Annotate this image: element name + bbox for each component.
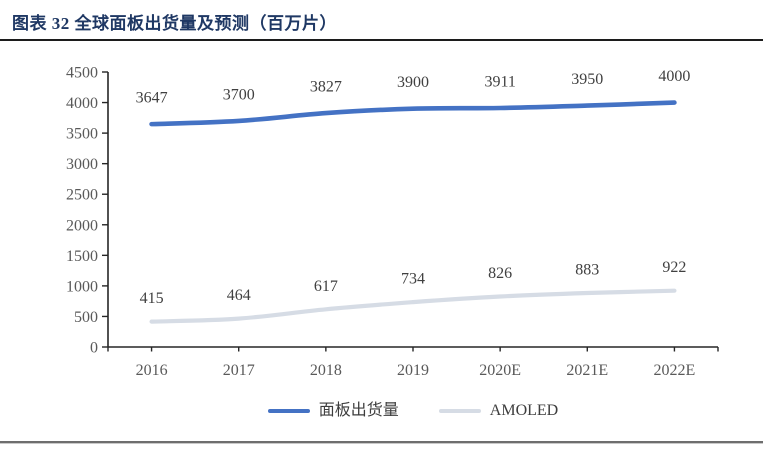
x-axis-tick-label: 2017 xyxy=(223,362,255,379)
data-label: 617 xyxy=(314,278,338,295)
legend-item-panel-shipments: 面板出货量 xyxy=(267,402,399,419)
y-axis-tick-label: 1000 xyxy=(66,278,98,295)
data-label: 734 xyxy=(401,271,425,288)
x-axis-tick-label: 2021E xyxy=(566,362,608,379)
y-axis-tick-label: 4000 xyxy=(66,95,98,112)
data-label: 3827 xyxy=(310,79,342,96)
series-line-amoled xyxy=(149,288,677,324)
data-label: 3700 xyxy=(223,86,255,103)
x-axis-tick-label: 2019 xyxy=(397,362,429,379)
bottom-divider xyxy=(0,441,763,444)
y-axis-tick-label: 1500 xyxy=(66,248,98,265)
legend-line-blue-icon xyxy=(267,408,310,414)
y-axis-tick-label: 4500 xyxy=(66,65,98,82)
y-axis-tick-label: 3000 xyxy=(66,156,98,173)
legend-item-amoled: AMOLED xyxy=(438,402,559,419)
x-axis-tick-label: 2018 xyxy=(310,362,342,379)
data-label: 3647 xyxy=(136,90,168,107)
data-label: 464 xyxy=(227,287,251,304)
x-axis-tick-label: 2022E xyxy=(654,362,696,379)
data-label: 4000 xyxy=(658,68,690,85)
data-label: 415 xyxy=(140,290,164,307)
chart-legend: 面板出货量 AMOLED xyxy=(108,400,718,422)
data-label: 3950 xyxy=(571,71,603,88)
data-label: 922 xyxy=(662,259,686,276)
y-axis-tick-label: 0 xyxy=(90,340,98,357)
y-axis-tick-label: 2000 xyxy=(66,217,98,234)
data-label: 883 xyxy=(575,262,599,279)
x-axis-tick-label: 2016 xyxy=(136,362,168,379)
data-label: 3911 xyxy=(484,73,515,90)
y-axis-tick-label: 3500 xyxy=(66,126,98,143)
figure-title: 图表 32 全球面板出货量及预测（百万片） xyxy=(12,14,337,33)
title-divider xyxy=(0,39,763,41)
data-label: 3900 xyxy=(397,74,429,91)
legend-label-panel-shipments: 面板出货量 xyxy=(318,402,399,419)
y-axis-tick-label: 2500 xyxy=(66,187,98,204)
y-axis-tick-label: 500 xyxy=(74,309,98,326)
legend-line-gray-icon xyxy=(438,408,481,414)
legend-label-amoled: AMOLED xyxy=(489,402,559,419)
x-axis-tick-label: 2020E xyxy=(479,362,521,379)
data-label: 826 xyxy=(488,265,512,282)
series-line-panel-shipments xyxy=(149,100,677,127)
